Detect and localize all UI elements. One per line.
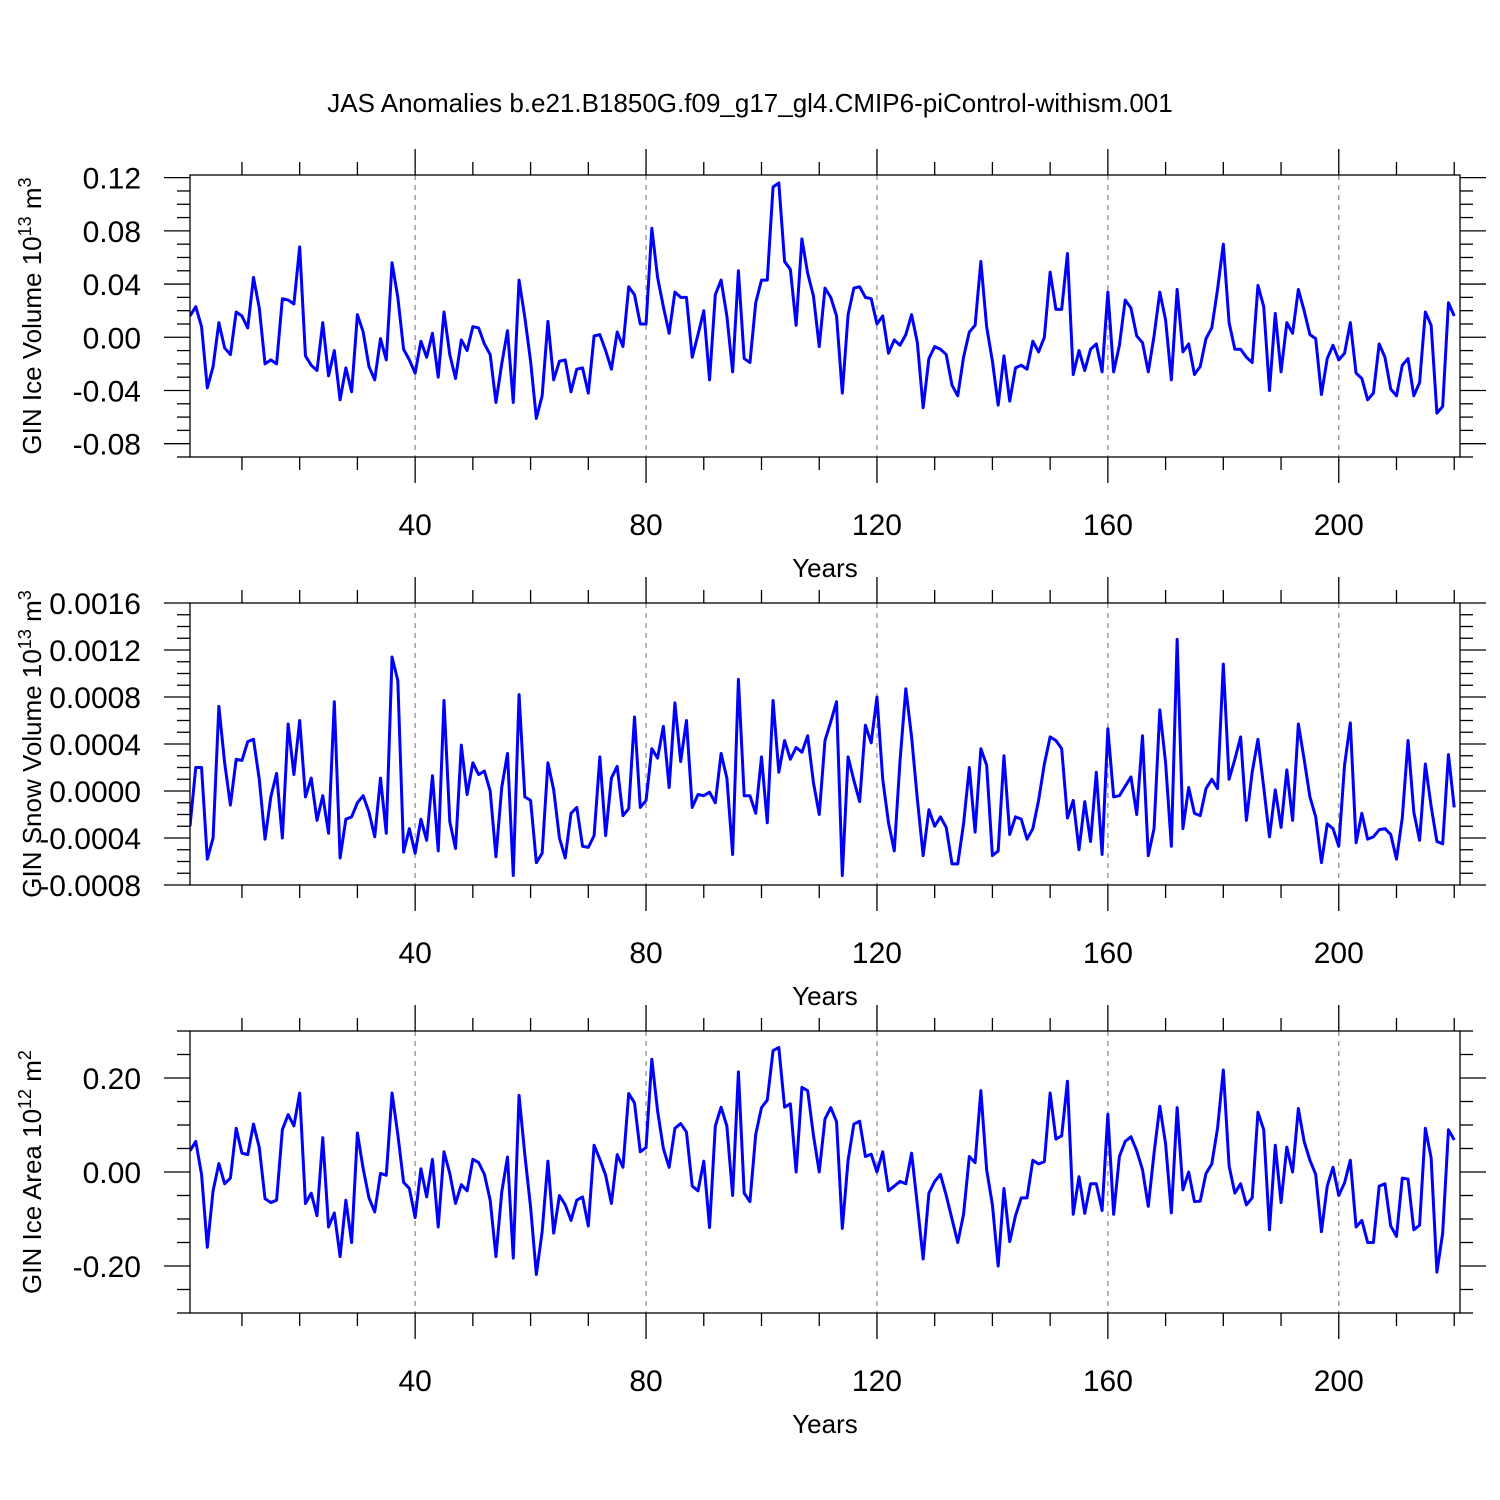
y-axis-label-exponent: 12 bbox=[15, 1089, 35, 1109]
y-axis-label-unit: m bbox=[17, 600, 47, 629]
y-axis-label: GIN Snow Volume 1013 m3 bbox=[15, 590, 47, 898]
panel-2: 40 80 120 160 200 -0.0008 -0.0004 0.0000 0.0004 0… bbox=[15, 577, 1486, 1011]
x-tick-label: 40 bbox=[398, 1365, 431, 1398]
y-axis-label-unit: m bbox=[17, 187, 47, 216]
x-tick-label: 200 bbox=[1314, 509, 1364, 542]
y-axis-label-text: GIN Ice Volume 10 bbox=[17, 236, 47, 454]
y-tick-label: -0.04 bbox=[73, 375, 141, 408]
series-line bbox=[190, 181, 1456, 420]
panels: 40 80 120 160 200 -0.08 -0.04 0.00 0.04 0.08 0.12 Y… bbox=[15, 149, 1486, 1439]
y-axis-label-exponent: 13 bbox=[15, 629, 35, 649]
y-tick-label: 0.00 bbox=[83, 1157, 141, 1190]
y-tick-label: -0.0004 bbox=[39, 823, 141, 856]
x-axis-label: Years bbox=[792, 981, 858, 1011]
x-axis-label: Years bbox=[792, 1409, 858, 1439]
x-tick-label: 200 bbox=[1314, 1365, 1364, 1398]
x-tick-label: 160 bbox=[1083, 1365, 1133, 1398]
x-tick-label: 40 bbox=[398, 509, 431, 542]
y-axis-label: GIN Ice Volume 1013 m3 bbox=[15, 177, 47, 454]
x-tick-label: 160 bbox=[1083, 509, 1133, 542]
series-line bbox=[190, 637, 1456, 878]
y-axis-label-text: GIN Ice Area 10 bbox=[17, 1109, 47, 1294]
x-tick-label: 120 bbox=[852, 1365, 902, 1398]
panel-1: 40 80 120 160 200 -0.08 -0.04 0.00 0.04 0.08 0.12 Y… bbox=[15, 149, 1486, 583]
y-axis-label: GIN Ice Area 1012 m2 bbox=[15, 1050, 47, 1294]
x-tick-label: 200 bbox=[1314, 937, 1364, 970]
y-tick-label: 0.20 bbox=[83, 1063, 141, 1096]
x-tick-label: 120 bbox=[852, 937, 902, 970]
y-tick-label: 0.12 bbox=[83, 163, 141, 196]
x-tick-label: 40 bbox=[398, 937, 431, 970]
y-tick-label: 0.0012 bbox=[49, 635, 141, 668]
x-tick-label: 120 bbox=[852, 509, 902, 542]
y-axis-label-unit-exponent: 3 bbox=[15, 177, 35, 187]
y-axis-label-unit-exponent: 2 bbox=[15, 1050, 35, 1060]
y-tick-label: 0.0004 bbox=[49, 729, 141, 762]
y-tick-label: -0.08 bbox=[73, 429, 141, 462]
y-tick-label: 0.08 bbox=[83, 216, 141, 249]
panel-3: 40 80 120 160 200 -0.20 0.00 0.20 Years GIN Ice A… bbox=[15, 1005, 1486, 1439]
y-axis-label-exponent: 13 bbox=[15, 216, 35, 236]
x-tick-label: 80 bbox=[629, 509, 662, 542]
y-tick-label: 0.0016 bbox=[49, 588, 141, 621]
y-axis-label-text: GIN Snow Volume 10 bbox=[17, 649, 47, 898]
y-tick-label: -0.20 bbox=[73, 1251, 141, 1284]
plot-frame bbox=[189, 1030, 1461, 1314]
plot-frame bbox=[189, 602, 1461, 886]
y-axis-label-unit: m bbox=[17, 1060, 47, 1089]
figure-title: JAS Anomalies b.e21.B1850G.f09_g17_gl4.C… bbox=[327, 88, 1172, 118]
x-axis-label: Years bbox=[792, 553, 858, 583]
y-tick-label: -0.0008 bbox=[39, 870, 141, 903]
y-tick-label: 0.0008 bbox=[49, 682, 141, 715]
plot-frame bbox=[189, 174, 1461, 458]
y-axis-label-unit-exponent: 3 bbox=[15, 590, 35, 600]
y-tick-label: 0.00 bbox=[83, 322, 141, 355]
series-line bbox=[190, 1045, 1456, 1276]
x-tick-label: 80 bbox=[629, 937, 662, 970]
x-tick-label: 80 bbox=[629, 1365, 662, 1398]
x-tick-label: 160 bbox=[1083, 937, 1133, 970]
y-tick-label: 0.04 bbox=[83, 269, 141, 302]
y-tick-label: 0.0000 bbox=[49, 776, 141, 809]
